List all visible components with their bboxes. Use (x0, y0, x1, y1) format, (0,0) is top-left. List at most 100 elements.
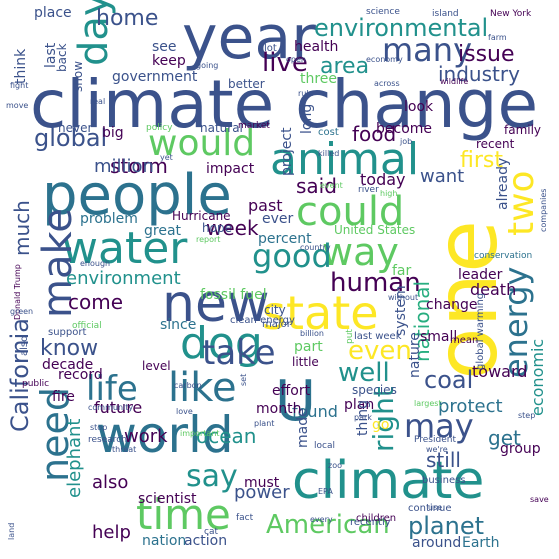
word-issue: issue (458, 42, 515, 67)
word-green: without (388, 293, 419, 302)
word-toward: toward (472, 362, 528, 381)
word-going: open (286, 55, 306, 64)
word-killed: job (400, 137, 413, 146)
word-hope: hope (202, 221, 232, 235)
word-important: plant (254, 419, 275, 428)
word-future: future (94, 398, 143, 417)
word-industry: industry (438, 62, 520, 86)
word-help: help (92, 522, 131, 543)
word-river: event (320, 181, 343, 190)
word-environmental: environmental (314, 14, 489, 42)
word-health: health (294, 39, 339, 55)
word-enough: report (196, 235, 221, 244)
word-environment: environment (66, 268, 181, 289)
word-still: still (426, 448, 461, 472)
word-world: world (96, 406, 234, 464)
word-scientist: scientist (138, 491, 197, 507)
word-save: President (414, 435, 456, 445)
word-city: city (264, 303, 286, 317)
word-go: go (372, 417, 390, 433)
word-life: life (86, 369, 138, 409)
word-problem: problem (80, 211, 138, 227)
word-ever: ever (262, 211, 294, 227)
word-climate: climate (292, 451, 485, 511)
word-better: better (228, 77, 265, 91)
word-death: death (470, 280, 517, 299)
word-planet: planet (408, 512, 484, 540)
word-yet: high (380, 189, 398, 198)
word-plant: largest (414, 399, 442, 408)
word-big: big (102, 125, 124, 141)
word-around: around (412, 535, 462, 551)
word-good: good (252, 237, 332, 275)
word-million: million (94, 156, 154, 177)
word-keep: keep (152, 53, 186, 69)
word-every: fact (236, 513, 254, 523)
word-policy: policy (146, 123, 173, 133)
word-past: past (248, 196, 283, 215)
word-nature: nature (407, 332, 423, 378)
word-lot: lot (264, 43, 277, 54)
word-dog: dog (180, 318, 263, 369)
word-epa: set (239, 373, 248, 386)
word-american: American (266, 510, 390, 540)
word-research: stop (90, 423, 108, 432)
word-carbon: public (22, 379, 50, 389)
word-without: enough (80, 259, 111, 268)
word-local: park (354, 413, 372, 422)
word-level: level (142, 359, 171, 373)
word-land: save (530, 495, 549, 504)
word-country: yet (160, 153, 173, 162)
word-major: major (262, 319, 291, 330)
word-support: also (19, 335, 30, 356)
word-change: change (426, 297, 478, 313)
word-government: government (112, 69, 198, 85)
word-week: week (206, 216, 259, 240)
word-nation: nation (142, 533, 187, 549)
word-percent: percent (258, 231, 312, 247)
word-community: threat (112, 445, 137, 454)
word-time: time (136, 490, 231, 539)
word-work: work (124, 426, 168, 447)
word-decade: decade (42, 357, 94, 373)
word-said: said (296, 174, 337, 198)
word-elephant: elephant (64, 418, 85, 498)
word-across: economy (366, 55, 403, 64)
word-last-week: last week (354, 331, 402, 342)
word-come: come (68, 290, 124, 314)
word-wildlife: across (374, 79, 400, 88)
word-three: three (300, 71, 338, 87)
word-much: much (10, 200, 34, 256)
word-farm: New York (490, 9, 532, 19)
word-natural: natural (200, 121, 243, 135)
word-official: support (48, 327, 87, 338)
word-see: see (152, 39, 177, 55)
word-today: today (360, 170, 406, 189)
word-report: country (300, 243, 331, 252)
word-water: water (62, 223, 188, 274)
word-move: wildlife (440, 77, 469, 86)
word-far: far (392, 263, 412, 279)
word-economy: farm (488, 33, 507, 42)
word-economic: economic (528, 338, 547, 416)
word-fact: cat (204, 527, 218, 537)
word-already: already (495, 157, 511, 210)
word-job: market (238, 121, 270, 131)
word-way: way (322, 230, 399, 274)
word-zoo: step (518, 411, 536, 420)
word-threat: research (88, 435, 127, 445)
word-high: river (358, 185, 379, 195)
word-take: take (202, 333, 276, 373)
word-continue: children (356, 513, 397, 524)
word-could: could (296, 189, 405, 235)
word-earth: Earth (462, 535, 500, 551)
word-long: long (299, 103, 315, 134)
word-largest: EPA (318, 487, 333, 496)
word-ocean: ocean (196, 424, 257, 448)
word-new: new (162, 274, 270, 334)
word-find: rule (298, 89, 314, 98)
word-conservation: conservation (474, 251, 533, 261)
word-never: never (58, 121, 93, 135)
word-family: family (504, 123, 542, 137)
